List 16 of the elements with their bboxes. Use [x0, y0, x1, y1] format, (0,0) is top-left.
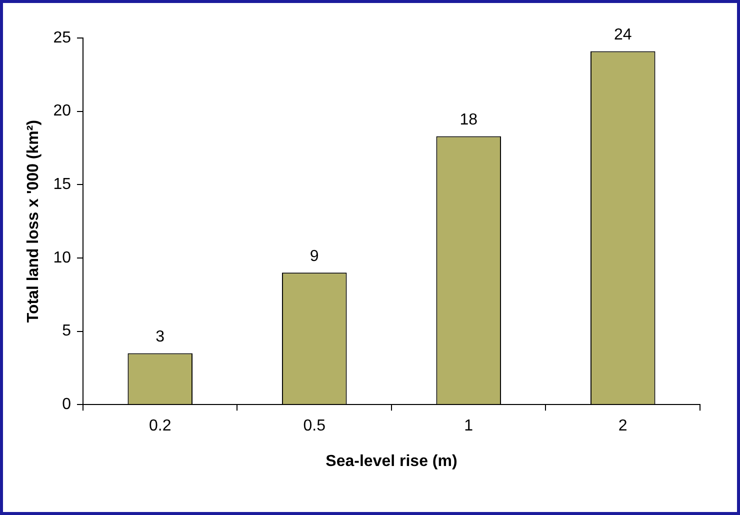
x-axis-title: Sea-level rise (m) — [326, 452, 458, 470]
y-tick-label: 0 — [62, 396, 72, 414]
x-tick-label: 1 — [464, 418, 474, 435]
data-label: 3 — [156, 328, 165, 346]
y-axis-title: Total land loss x '000 (km²) — [25, 120, 42, 323]
y-tick-label: 10 — [53, 249, 72, 266]
x-tick-label: 0.2 — [148, 418, 172, 435]
y-tick-label: 15 — [53, 176, 72, 194]
data-label: 9 — [310, 248, 319, 266]
data-label: 18 — [460, 112, 478, 129]
x-tick-label: 0.5 — [303, 418, 326, 435]
data-label: 24 — [614, 26, 632, 44]
y-tick-label: 20 — [53, 102, 72, 120]
y-tick-label: 25 — [53, 29, 72, 46]
y-tick-label: 5 — [62, 322, 72, 340]
x-tick-label: 2 — [618, 418, 628, 435]
